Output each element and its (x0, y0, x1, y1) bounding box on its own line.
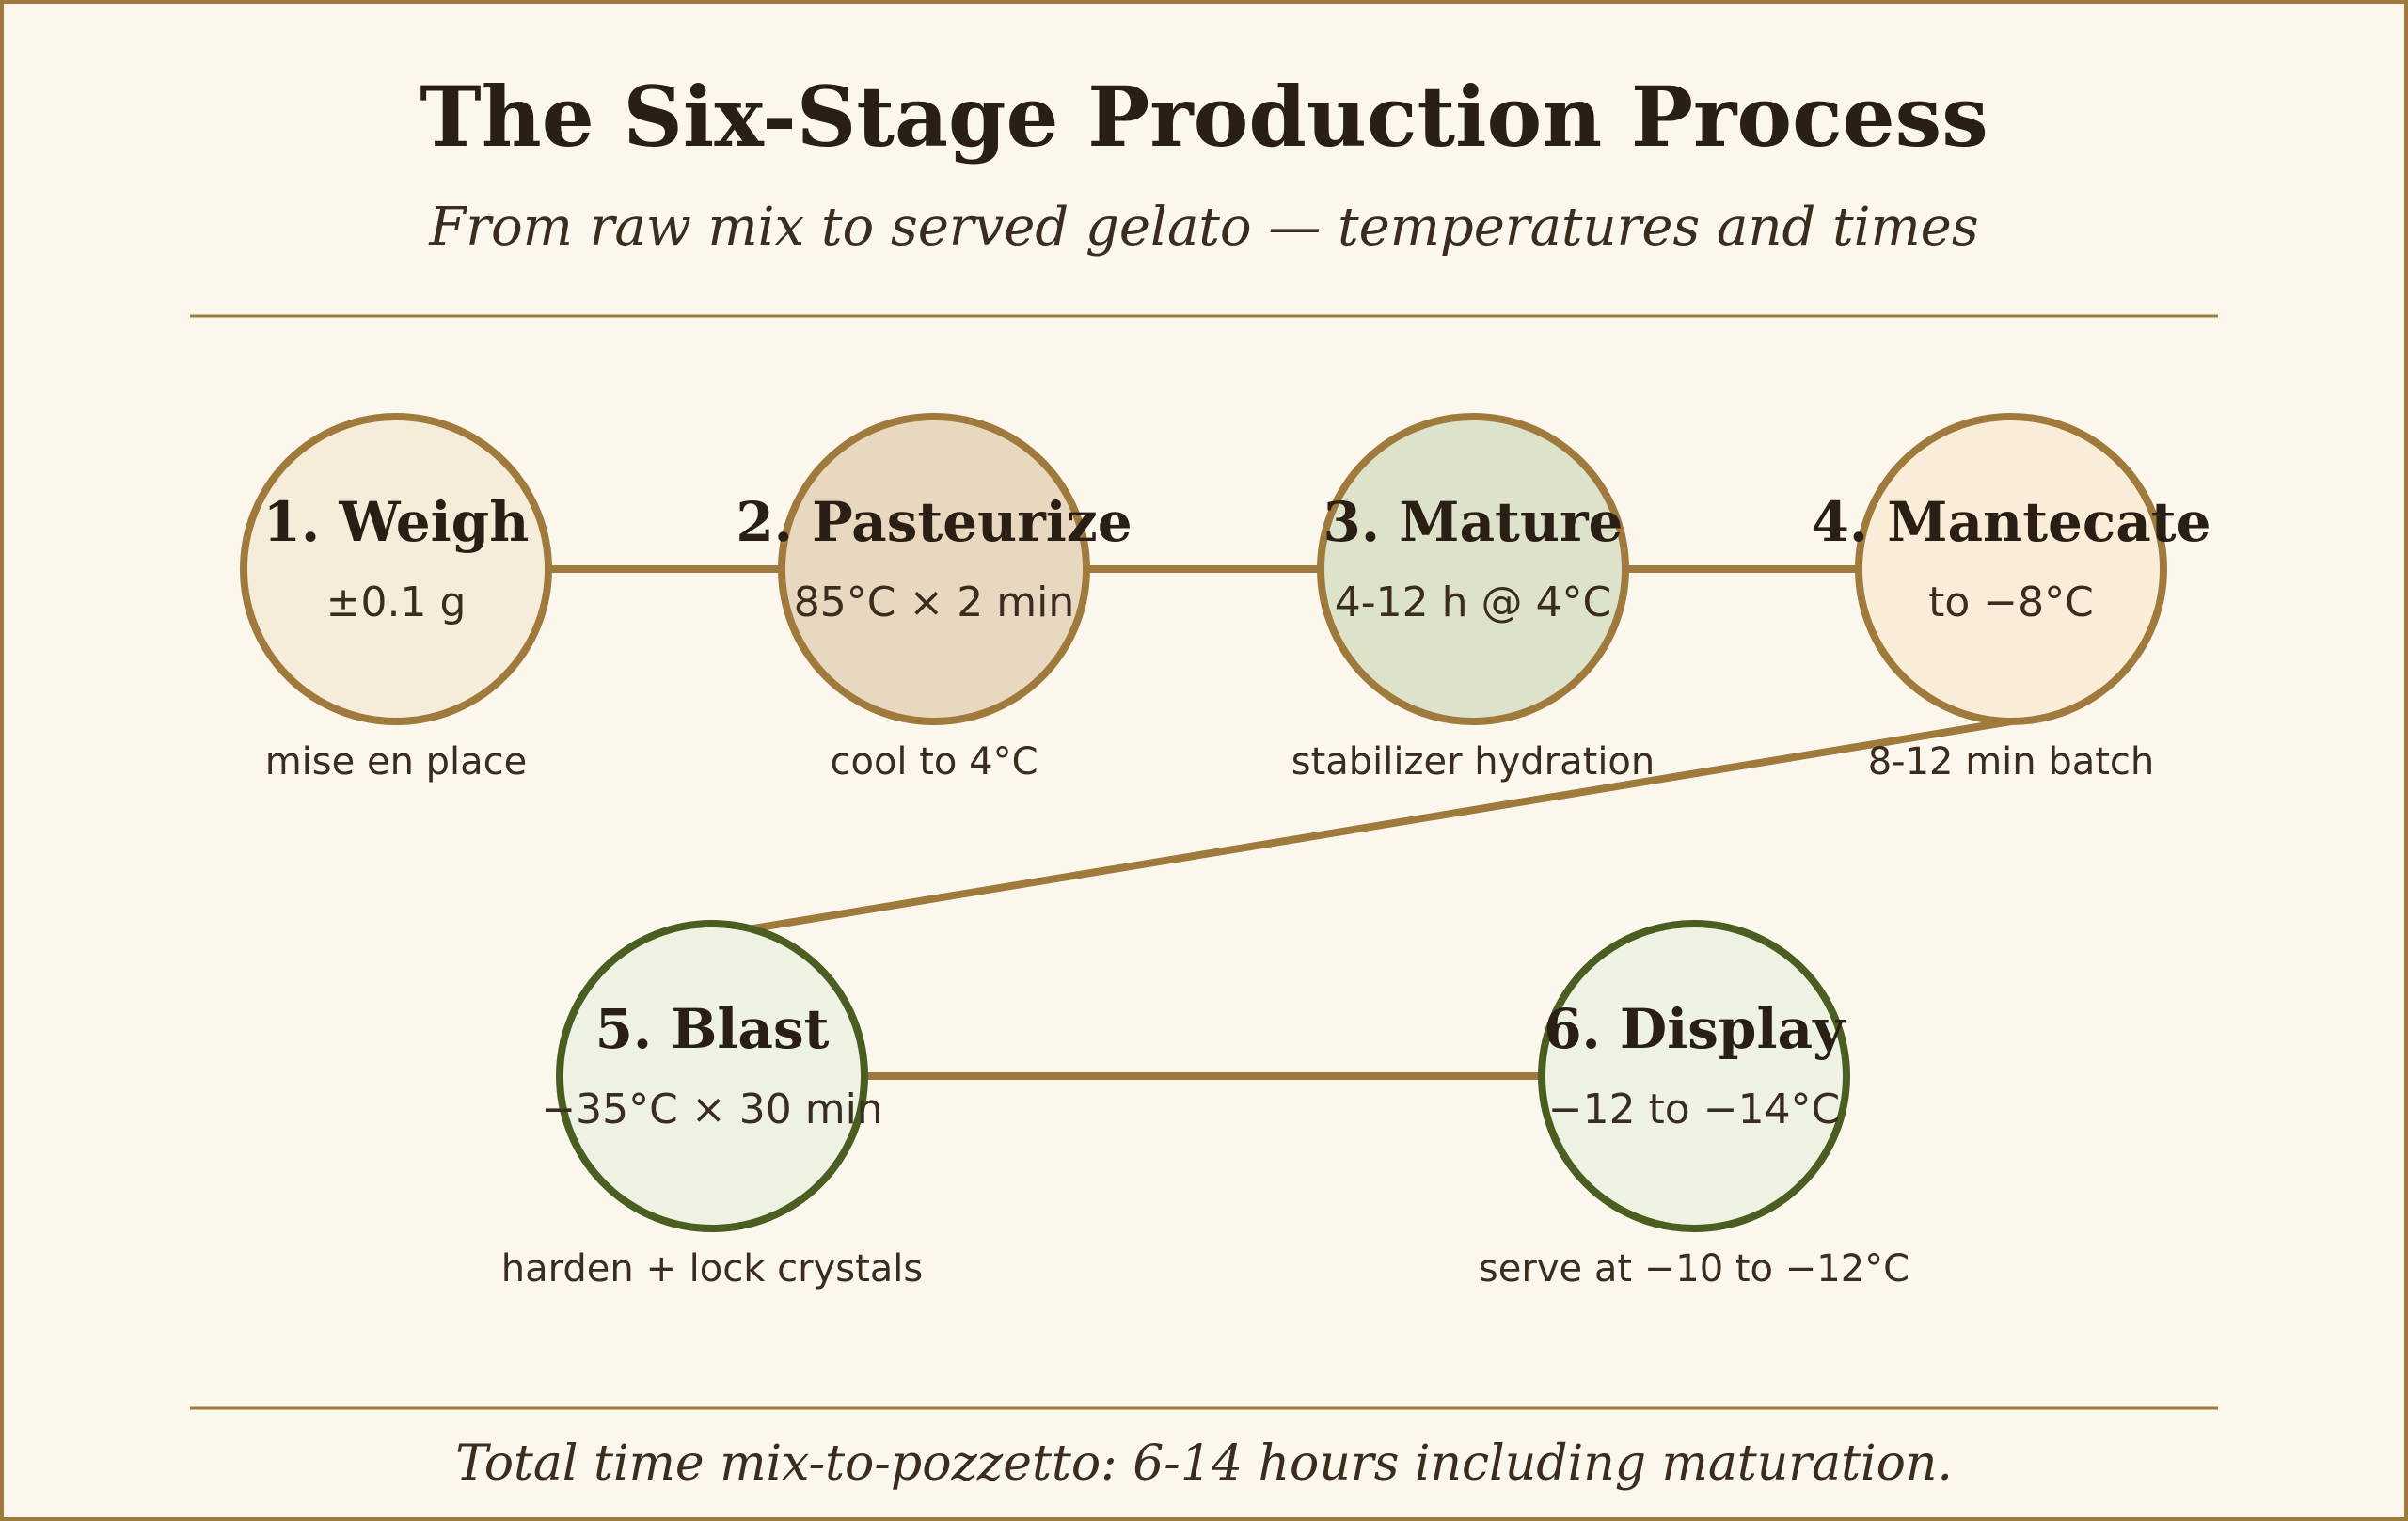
stage-weigh: 1. Weigh ±0.1 g mise en place (240, 413, 552, 784)
stage-label: 3. Mature (1323, 490, 1624, 554)
stage-note: mise en place (265, 740, 528, 784)
stage-parameter: −12 to −14°C (1548, 1085, 1841, 1133)
stage-parameter: ±0.1 g (326, 578, 467, 626)
stage-label: 5. Blast (595, 997, 830, 1061)
stage-circle (1538, 920, 1850, 1232)
diagram-subtitle: From raw mix to served gelato — temperat… (428, 197, 1978, 258)
stage-label: 4. Mantecate (1812, 490, 2211, 554)
flow-arrows (548, 564, 2012, 1081)
stage-parameter: to −8°C (1928, 578, 2094, 626)
stage-display: 6. Display −12 to −14°C serve at −10 to −1… (1479, 920, 1909, 1291)
diagram-footer: Total time mix-to-pozzetto: 6-14 hours i… (455, 1435, 1953, 1492)
stage-mature: 3. Mature 4-12 h @ 4°C stabilizer hydratio… (1291, 413, 1656, 784)
stage-note: stabilizer hydration (1291, 740, 1656, 784)
stage-blast: 5. Blast −35°C × 30 min harden + lock crys… (501, 920, 923, 1291)
stage-note: harden + lock crystals (501, 1247, 923, 1291)
stage-parameter: −35°C × 30 min (541, 1085, 882, 1133)
stage-parameter: 4-12 h @ 4°C (1335, 578, 1611, 626)
stage-circle (1855, 413, 2167, 725)
stage-note: serve at −10 to −12°C (1479, 1247, 1909, 1291)
stage-circle (240, 413, 552, 725)
stage-label: 1. Weigh (263, 490, 530, 554)
stage-parameter: 85°C × 2 min (794, 578, 1075, 626)
stage-label: 6. Display (1544, 997, 1846, 1061)
stage-label: 2. Pasteurize (736, 490, 1132, 554)
stage-circle (1317, 413, 1629, 725)
stage-circle (778, 413, 1090, 725)
stage-note: cool to 4°C (830, 740, 1038, 784)
stage-pasteurize: 2. Pasteurize 85°C × 2 min cool to 4°C (736, 413, 1133, 784)
flow-arrow-mantecate-to-blast (741, 718, 2012, 934)
stage-mantecate: 4. Mantecate to −8°C 8-12 min batch (1812, 413, 2211, 784)
stage-note: 8-12 min batch (1868, 740, 2155, 784)
diagram-title: The Six-Stage Production Process (420, 68, 1988, 166)
stage-nodes: 1. Weigh ±0.1 g mise en place 2. Pasteurize… (240, 413, 2211, 1291)
stage-circle (556, 920, 868, 1232)
